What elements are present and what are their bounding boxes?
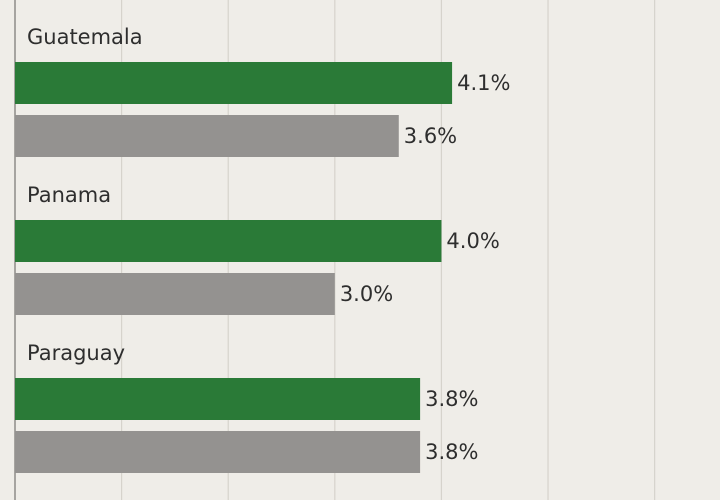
bar — [15, 431, 421, 473]
category-label: Paraguay — [27, 341, 125, 365]
bar — [15, 115, 399, 157]
category-label: Panama — [27, 183, 111, 207]
bar — [15, 62, 453, 104]
category-label: Guatemala — [27, 25, 143, 49]
bar — [15, 220, 442, 262]
bar — [15, 378, 421, 420]
value-label: 3.0% — [340, 282, 393, 306]
value-label: 4.1% — [457, 71, 510, 95]
value-label: 3.8% — [425, 440, 478, 464]
value-label: 3.8% — [425, 387, 478, 411]
value-label: 4.0% — [446, 229, 499, 253]
value-label: 3.6% — [404, 124, 457, 148]
bar — [15, 273, 335, 315]
